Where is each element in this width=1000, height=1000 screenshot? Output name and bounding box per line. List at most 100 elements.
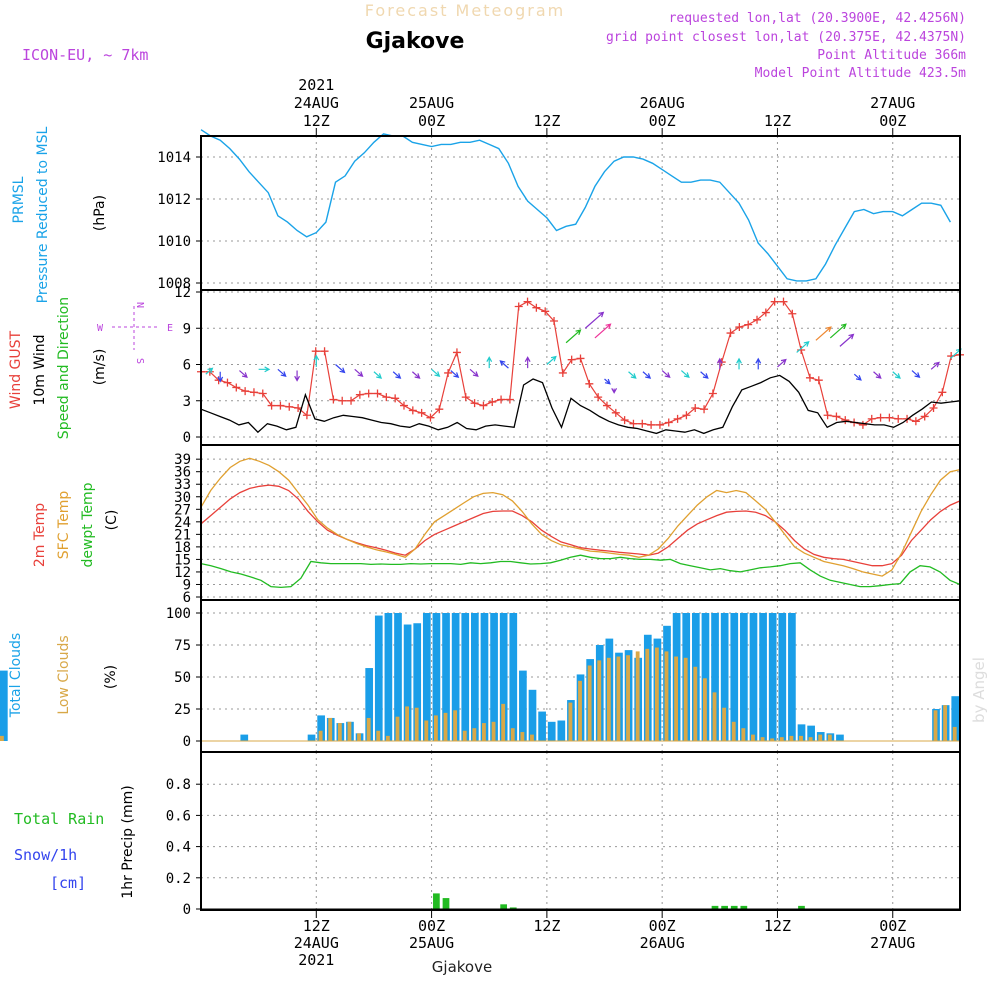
cloud-unit: (%) [103, 665, 119, 689]
gust-marker-5 [241, 387, 250, 396]
gust-marker-12 [302, 411, 311, 420]
total-cloud-bar-20 [394, 613, 402, 741]
low-cloud-bar-23 [424, 720, 429, 741]
wind-arrow-13 [450, 370, 460, 378]
total-cloud-bar-17 [365, 668, 374, 741]
gust-marker-53 [664, 418, 673, 427]
low-cloud-bar-41 [597, 660, 602, 741]
low-cloud-bar-20 [395, 716, 400, 741]
wind-arrow-14 [469, 368, 479, 378]
wind-arrow-30 [736, 357, 742, 370]
pressure-labels: PRMSL Pressure Reduced to MSL (hPa) [11, 126, 108, 303]
gust-marker-70 [814, 376, 823, 385]
wind-arrow-17 [524, 356, 531, 369]
low-cloud-bar-46 [645, 648, 650, 741]
wind-arrow-33 [796, 341, 810, 353]
gust-line [201, 300, 961, 426]
gust-marker-83 [929, 404, 938, 412]
total-cloud-bar-24 [432, 613, 441, 741]
temp-line-1 [200, 457, 961, 577]
gust-marker-11 [294, 404, 303, 412]
rain-bar-3 [509, 907, 517, 909]
low-cloud-bar-58 [760, 737, 765, 741]
gust-marker-16 [338, 396, 347, 405]
wind-arrow-32 [777, 358, 787, 368]
gust-marker-62 [744, 320, 753, 329]
pressure-side-label-2: Pressure Reduced to MSL [35, 126, 51, 303]
rain-bar-6 [730, 905, 738, 909]
gust-marker-47 [611, 408, 620, 417]
total-cloud-bar-28 [471, 613, 479, 741]
temp-ytick-label-9: 33 [174, 477, 191, 493]
total-cloud-bar-54 [720, 613, 729, 741]
gust-marker-17 [347, 396, 356, 405]
low-cloud-bar-54 [722, 707, 727, 741]
gust-marker-43 [576, 354, 585, 363]
gust-marker-36 [514, 302, 523, 311]
gust-marker-54 [673, 414, 682, 423]
wind-arrow-31 [755, 357, 762, 370]
low-cloud-bar-24 [433, 715, 438, 741]
total-cloud-bar-55 [730, 613, 739, 741]
compass-s: S [134, 358, 145, 364]
requested-coords: requested lon,lat (20.3900E, 42.4256N) [669, 11, 966, 26]
low-cloud-bar-51 [693, 666, 698, 741]
precip-ytick-label-2: 0.4 [166, 840, 191, 856]
clouds-ytick-label-2: 50 [174, 670, 191, 686]
wind-ytick-label-1: 3 [183, 394, 191, 410]
gust-marker-75 [858, 420, 867, 429]
gust-marker-69 [805, 373, 814, 382]
top-tick-label-5-0: 27AUG [870, 94, 915, 112]
temp-ytick-label-1: 9 [183, 577, 191, 593]
gust-marker-34 [497, 395, 506, 404]
gust-marker-79 [894, 414, 903, 423]
gust-marker-35 [505, 395, 514, 404]
low-cloud-bar-60 [779, 737, 784, 741]
temp-ytick-label-7: 27 [174, 502, 191, 518]
bottom-tick-label-0-0: 12Z [303, 917, 330, 935]
gust-marker-14 [320, 347, 329, 356]
low-cloud-bar-32 [510, 728, 515, 741]
wind-arrow-24 [628, 371, 637, 379]
faded-title: Forecast Meteogram [365, 1, 565, 20]
wind-arrow-27 [680, 370, 690, 378]
snow-label: Snow/1h [14, 846, 77, 864]
gust-marker-65 [770, 297, 779, 306]
gust-marker-41 [558, 368, 567, 377]
pressure-ytick-label-2: 1012 [157, 192, 191, 208]
gust-marker-9 [276, 401, 285, 410]
pressure-unit: (hPa) [92, 195, 108, 231]
gust-marker-32 [479, 401, 488, 410]
gust-marker-28 [444, 368, 453, 377]
bottom-tick-label-1-1: 25AUG [409, 934, 454, 952]
total-cloud-bar-18 [374, 615, 383, 741]
model-altitude: Model Point Altitude 423.5m [755, 66, 966, 81]
total-cloud-bar-79 [0, 670, 8, 741]
gust-marker-71 [823, 411, 832, 420]
wind-arrow-34 [815, 326, 832, 341]
rain-bar-1 [442, 898, 450, 909]
total-cloud-bar-25 [442, 613, 450, 741]
precip-ylabel: 1hr Precip (mm) [120, 785, 136, 898]
low-cloud-bar-19 [385, 735, 390, 741]
top-tick-label-1-1: 00Z [418, 112, 445, 130]
gust-marker-30 [461, 393, 470, 402]
temp-frame [200, 444, 961, 601]
gust-marker-3 [223, 378, 232, 387]
top-tick-label-4-0: 12Z [764, 112, 791, 130]
bottom-tick-label-0-2: 2021 [298, 951, 334, 969]
gust-marker-38 [532, 303, 541, 312]
low-cloud-bar-27 [462, 730, 467, 741]
wind-arrow-41 [930, 361, 940, 370]
low-cloud-bar-63 [808, 737, 813, 741]
gust-marker-60 [726, 329, 735, 338]
gust-marker-46 [602, 401, 611, 410]
low-cloud-bar-31 [501, 703, 506, 741]
total-cloud-bar-12 [317, 715, 325, 741]
total-cloud-bar-60 [778, 613, 787, 741]
low-cloud-bar-52 [702, 678, 707, 741]
location-title: Gjakove [366, 29, 465, 54]
pressure-frame [200, 135, 961, 291]
rain-bar-5 [721, 905, 728, 909]
low-cloud-bar-64 [818, 734, 823, 741]
